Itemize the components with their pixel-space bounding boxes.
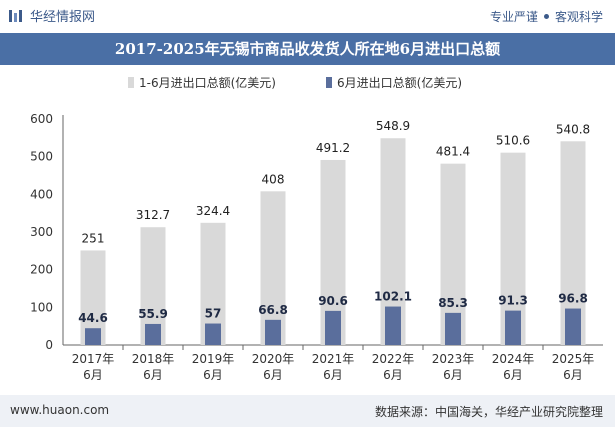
bar-june <box>85 328 101 345</box>
legend-swatch-1 <box>128 77 134 88</box>
footer-website[interactable]: www.huaon.com <box>10 403 110 417</box>
x-tick-label-month: 6月 <box>263 368 283 382</box>
x-tick-label-month: 6月 <box>83 368 103 382</box>
data-label-total: 251 <box>82 231 105 245</box>
x-tick-label-year: 2023年 <box>432 352 475 366</box>
legend-swatch-2 <box>326 77 332 88</box>
data-label-total: 491.2 <box>316 141 350 155</box>
x-tick-label-month: 6月 <box>503 368 523 382</box>
bar-june <box>205 323 221 345</box>
x-tick-label-year: 2019年 <box>192 352 235 366</box>
x-tick-label-month: 6月 <box>443 368 463 382</box>
x-tick-label-month: 6月 <box>563 368 583 382</box>
x-tick-label-month: 6月 <box>203 368 223 382</box>
bar-june <box>385 306 401 345</box>
x-tick-label-month: 6月 <box>143 368 163 382</box>
data-label-total: 312.7 <box>136 208 170 222</box>
title-bar: 2017-2025年无锡市商品收发货人所在地6月进出口总额 <box>0 33 615 65</box>
data-label-june: 85.3 <box>438 296 468 310</box>
bar-june <box>265 319 281 345</box>
y-tick-label: 400 <box>30 187 53 201</box>
x-tick-label-year: 2018年 <box>132 352 175 366</box>
bar-june <box>325 310 341 345</box>
bar-total <box>260 191 286 345</box>
data-label-june: 66.8 <box>258 303 288 317</box>
y-tick-label: 100 <box>30 300 53 314</box>
data-label-total: 324.4 <box>196 204 230 218</box>
data-label-total: 510.6 <box>496 134 530 148</box>
legend-label-2: 6月进出口总额(亿美元) <box>337 75 462 90</box>
chart: 1-6月进出口总额(亿美元) 6月进出口总额(亿美元) 0 100 200 300 400 5… <box>30 75 603 382</box>
y-tick-label: 300 <box>30 225 53 239</box>
y-tick-label: 500 <box>30 150 53 164</box>
bar-june <box>565 308 581 345</box>
x-tick-label-month: 6月 <box>383 368 403 382</box>
x-tick-label-year: 2021年 <box>312 352 355 366</box>
x-tick-label-month: 6月 <box>323 368 343 382</box>
data-label-june: 102.1 <box>374 290 412 304</box>
tagline-1: 专业严谨 <box>489 10 538 24</box>
legend-label-1: 1-6月进出口总额(亿美元) <box>139 75 276 90</box>
x-tick-label-year: 2022年 <box>372 352 415 366</box>
logo-icon <box>9 9 22 22</box>
y-tick-label: 200 <box>30 263 53 277</box>
bar-june <box>445 312 461 345</box>
x-tick-label-year: 2024年 <box>492 352 535 366</box>
logo: 华经情报网 <box>8 6 95 25</box>
data-label-total: 548.9 <box>376 119 410 133</box>
bar-june <box>145 323 161 345</box>
data-label-total: 540.8 <box>556 122 590 136</box>
y-tick-label: 0 <box>45 338 53 352</box>
top-bar: 华经情报网 专业严谨 客观科学 <box>0 0 615 30</box>
data-label-june: 57 <box>205 307 222 321</box>
chart-title: 2017-2025年无锡市商品收发货人所在地6月进出口总额 <box>114 40 501 58</box>
tagline-2: 客观科学 <box>554 10 603 24</box>
data-label-total: 408 <box>262 172 285 186</box>
data-label-june: 55.9 <box>138 307 168 321</box>
x-tick-label-year: 2017年 <box>72 352 115 366</box>
x-tick-label-year: 2025年 <box>552 352 595 366</box>
data-label-june: 44.6 <box>78 311 108 325</box>
footer-source: 数据来源：中国海关，华经产业研究院整理 <box>374 405 603 419</box>
data-label-june: 91.3 <box>498 294 528 308</box>
x-tick-label-year: 2020年 <box>252 352 295 366</box>
data-label-total: 481.4 <box>436 145 470 159</box>
data-label-june: 90.6 <box>318 294 348 308</box>
y-tick-label: 600 <box>30 112 53 126</box>
bar-june <box>505 310 521 345</box>
data-label-june: 96.8 <box>558 292 588 306</box>
footer: www.huaon.com 数据来源：中国海关，华经产业研究院整理 <box>0 395 615 427</box>
logo-text: 华经情报网 <box>30 10 96 25</box>
dot-icon <box>543 14 549 19</box>
tagline: 专业严谨 客观科学 <box>490 8 603 25</box>
